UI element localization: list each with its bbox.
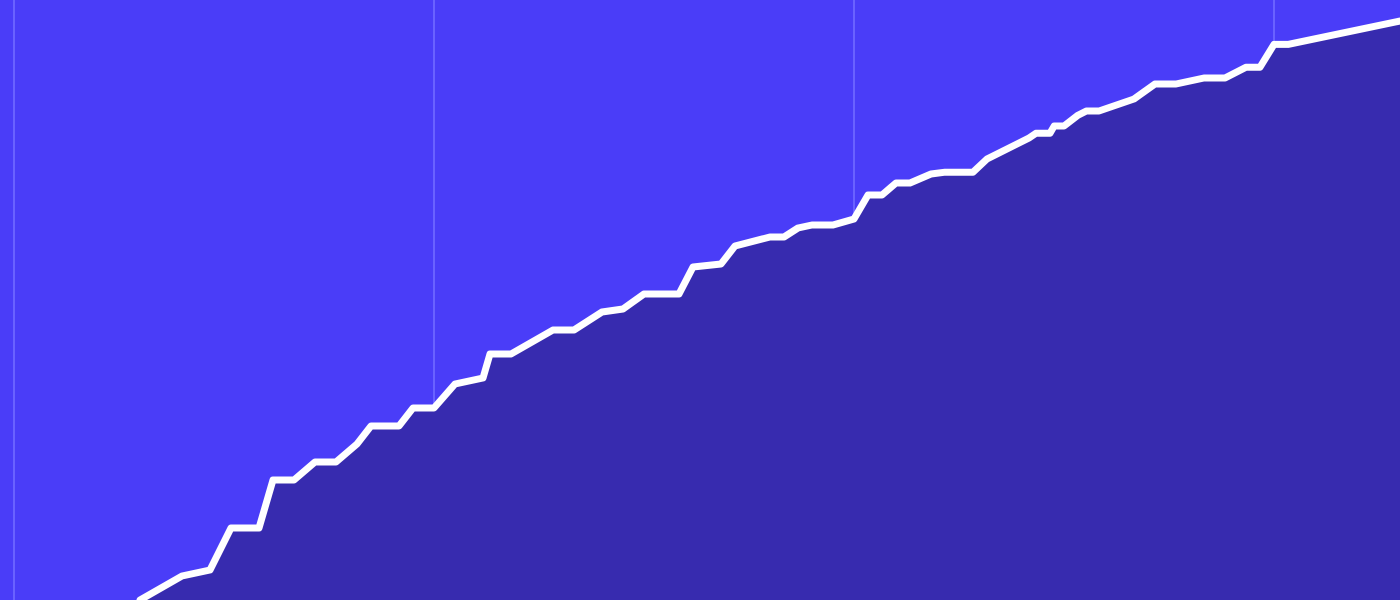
area-fill <box>140 21 1400 600</box>
series-line <box>136 17 1400 600</box>
